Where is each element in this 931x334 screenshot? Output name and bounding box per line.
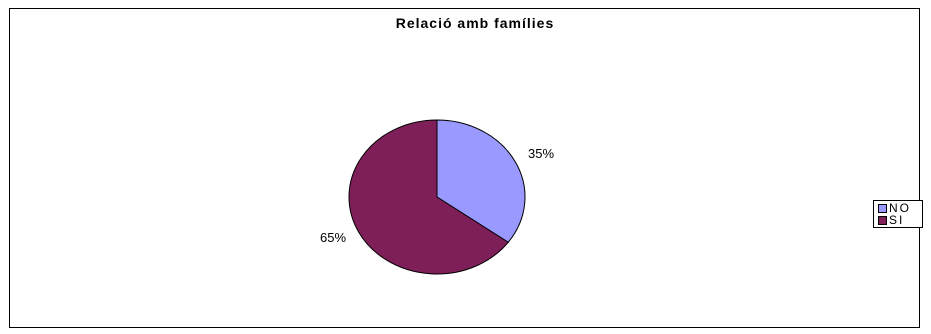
legend-swatch-no (878, 203, 887, 213)
legend-swatch-si (878, 215, 887, 225)
legend-item-si: SI (878, 213, 905, 227)
legend-label-si: SI (889, 213, 905, 227)
legend: NO SI (873, 200, 923, 228)
chart-title: Relació amb famílies (395, 15, 555, 31)
data-label-no: 35% (528, 146, 554, 161)
legend-item-no: NO (878, 201, 911, 215)
data-label-si: 65% (320, 230, 346, 245)
pie-slice-si (348, 119, 509, 275)
pie-slice-no (436, 119, 526, 243)
legend-label-no: NO (889, 201, 911, 215)
